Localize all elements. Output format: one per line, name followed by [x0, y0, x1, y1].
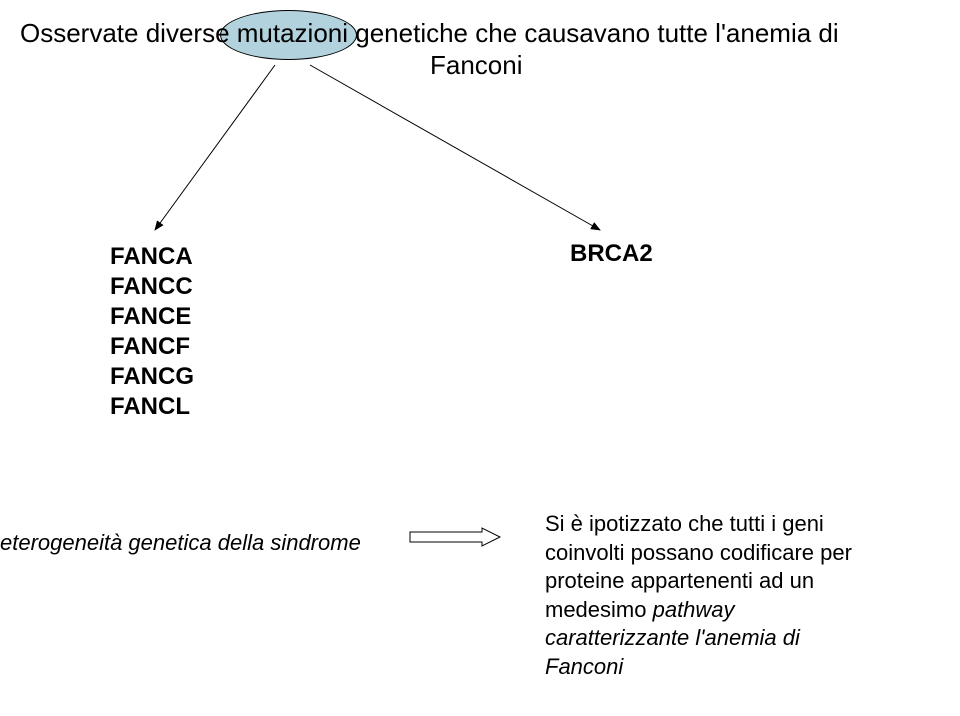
gene-item: FANCA	[110, 242, 194, 272]
desc-line4-italic: pathway	[653, 597, 735, 622]
title-pre: Osservate diverse	[20, 18, 237, 48]
gene-item: FANCE	[110, 302, 194, 332]
gene-item: FANCC	[110, 272, 194, 302]
arrow-to-brca2	[310, 65, 600, 230]
desc-line3: proteine appartenenti ad un	[545, 568, 814, 593]
gene-item: FANCL	[110, 392, 194, 422]
desc-line1: Si è ipotizzato che tutti i geni	[545, 511, 824, 536]
desc-line5: caratterizzante l'anemia di	[545, 625, 800, 650]
title-line1: Osservate diverse mutazioni genetiche ch…	[20, 18, 839, 49]
desc-line6: Fanconi	[545, 654, 623, 679]
title-mutazioni: mutazioni	[237, 18, 348, 48]
desc-line4-pre: medesimo	[545, 597, 653, 622]
gene-item: FANCG	[110, 362, 194, 392]
title-line2: Fanconi	[430, 50, 523, 81]
heterogeneity-text: eterogeneità genetica della sindrome	[0, 530, 361, 556]
arrow-to-genes	[155, 65, 275, 230]
title-post: genetiche che causavano tutte l'anemia d…	[348, 18, 839, 48]
brca2-label: BRCA2	[570, 240, 653, 268]
gene-item: FANCF	[110, 332, 194, 362]
desc-line2: coinvolti possano codificare per	[545, 540, 852, 565]
gene-list: FANCAFANCCFANCEFANCFFANCGFANCL	[110, 242, 194, 422]
block-arrow	[410, 528, 500, 546]
description-paragraph: Si è ipotizzato che tutti i geni coinvol…	[545, 510, 885, 682]
